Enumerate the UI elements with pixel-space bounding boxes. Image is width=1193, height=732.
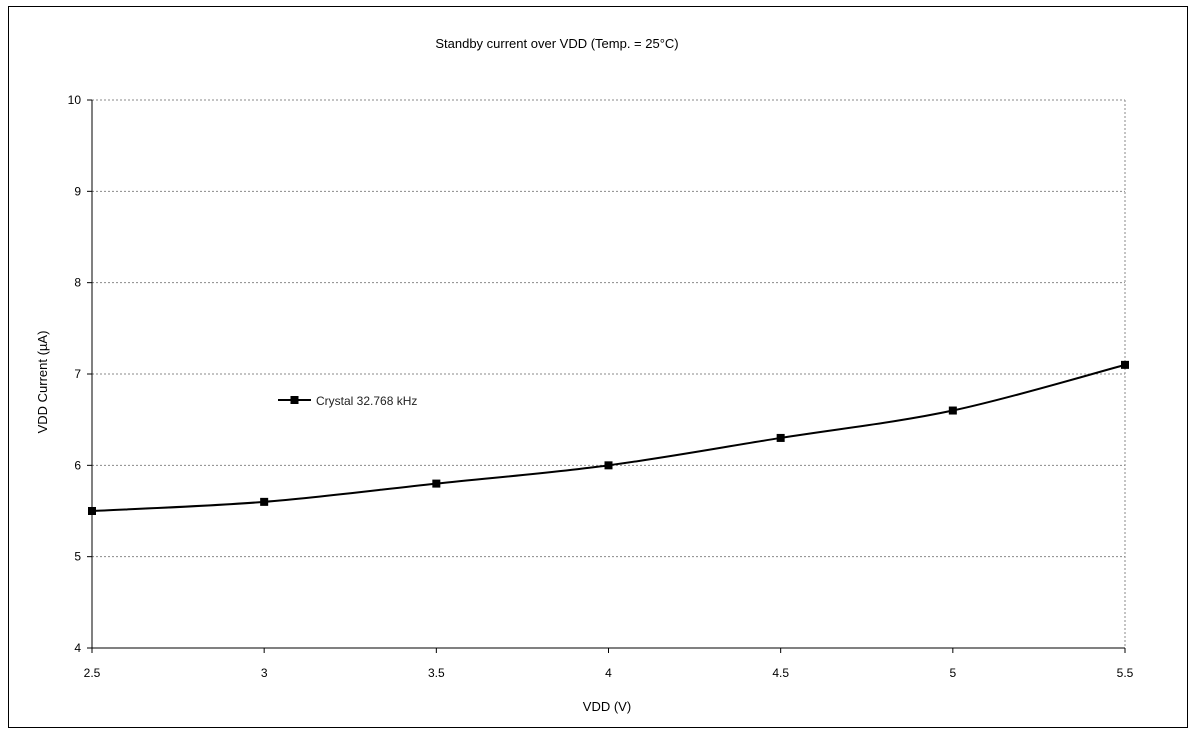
data-point-4: [604, 461, 613, 470]
chart-frame: [8, 6, 1188, 728]
data-point-4.5: [776, 433, 785, 442]
data-point-5: [948, 406, 957, 415]
y-tick-label-5: 5: [74, 550, 81, 564]
data-point-5.5: [1121, 360, 1129, 369]
legend-label: Crystal 32.768 kHz: [316, 394, 417, 408]
y-tick-label-8: 8: [74, 276, 81, 290]
y-tick-label-4: 4: [74, 641, 81, 655]
y-tick-label-7: 7: [74, 367, 81, 381]
y-axis-label: VDD Current (µA): [35, 331, 50, 434]
x-tick-label-4.5: 4.5: [772, 666, 789, 680]
x-tick-label-3: 3: [261, 666, 268, 680]
y-tick-label-10: 10: [68, 93, 82, 107]
data-point-2.5: [88, 507, 96, 515]
y-tick-label-9: 9: [74, 184, 81, 198]
chart-title: Standby current over VDD (Temp. = 25°C): [435, 36, 678, 51]
x-axis-label: VDD (V): [583, 699, 631, 714]
x-tick-label-5.5: 5.5: [1117, 666, 1134, 680]
series-line-0: [91, 363, 1126, 512]
y-tick-label-6: 6: [74, 458, 81, 472]
x-tick-label-3.5: 3.5: [428, 666, 445, 680]
x-tick-label-5: 5: [949, 666, 956, 680]
data-point-3: [260, 497, 269, 506]
x-tick-label-4: 4: [605, 666, 612, 680]
legend-marker: [290, 396, 299, 404]
x-tick-label-2.5: 2.5: [84, 666, 101, 680]
data-point-3.5: [432, 479, 441, 488]
plot-area: 4 5 6 7 8 9 10 2.5 3 3.5 4 4.5 5 5.5 Crystal 32.768 kH…: [68, 93, 1134, 680]
